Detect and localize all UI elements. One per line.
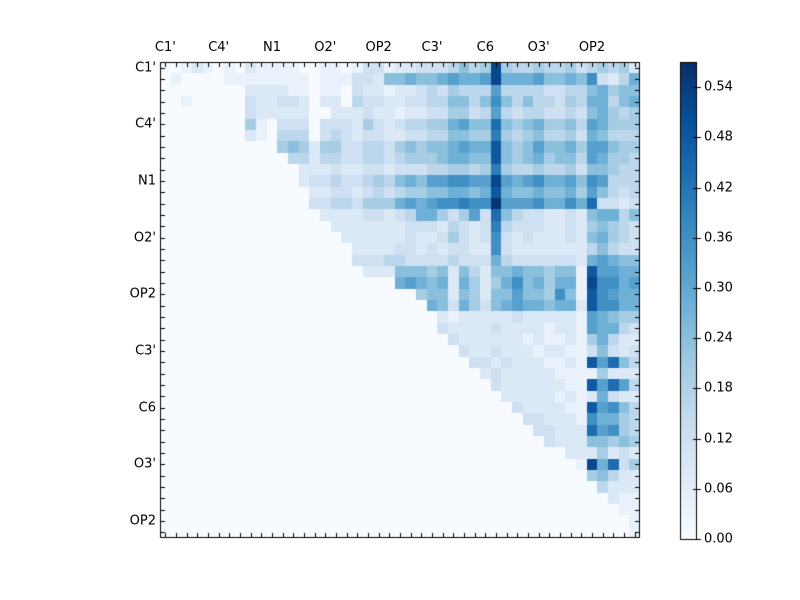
y-axis-label: C3' <box>135 343 156 359</box>
x-axis-label: C4' <box>208 40 230 55</box>
y-axis-label: N1 <box>138 173 156 189</box>
y-axis-label: C1' <box>135 60 156 76</box>
colorbar-tick-label: 0.42 <box>704 180 733 196</box>
x-axis-label: O3' <box>527 40 550 55</box>
y-axis-label: OP2 <box>129 513 156 529</box>
x-axis-label: C6 <box>476 40 495 55</box>
y-axis-label: C6 <box>138 400 156 416</box>
colorbar-tick-label: 0.36 <box>704 230 733 246</box>
y-axis-label: OP2 <box>129 286 156 302</box>
x-axis-label: O2' <box>314 40 337 55</box>
colorbar-tick-label: 0.48 <box>704 129 733 145</box>
x-axis-label: C3' <box>421 40 443 55</box>
colorbar-tick-label: 0.18 <box>704 380 733 396</box>
colorbar-tick-label: 0.12 <box>704 431 733 447</box>
colorbar-tick-label: 0.54 <box>704 79 733 95</box>
colorbar-tick-label: 0.06 <box>704 481 733 497</box>
y-axis-label: O3' <box>133 456 156 472</box>
y-axis-label: C4' <box>135 116 156 132</box>
colorbar-tick-label: 0.24 <box>704 330 733 346</box>
colorbar-tick-label: 0.00 <box>704 531 733 547</box>
x-axis-label: N1 <box>263 40 281 55</box>
x-axis-label: C1' <box>154 40 176 55</box>
x-axis-label: OP2 <box>365 40 392 55</box>
colorbar-tick-label: 0.30 <box>704 280 733 296</box>
x-axis-label: OP2 <box>578 40 606 55</box>
y-axis-label: O2' <box>133 230 156 246</box>
